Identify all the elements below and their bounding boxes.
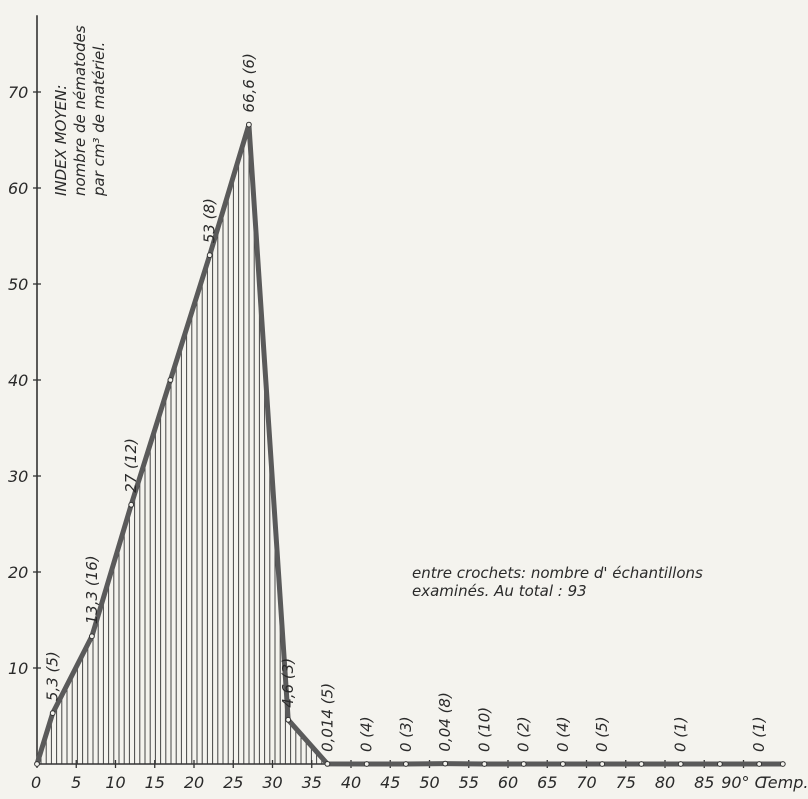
data-point — [167, 377, 174, 383]
y-tick-label: 10 — [8, 659, 28, 678]
data-label: 0 (4) — [358, 716, 376, 752]
y-axis-label-line: INDEX MOYEN: — [52, 85, 70, 196]
data-label: 0,04 (8) — [436, 692, 454, 751]
data-point — [756, 761, 763, 767]
x-tick-label: 80 — [655, 773, 675, 792]
data-label: 0 (1) — [750, 716, 768, 752]
chart-note: entre crochets: nombre d' échantillonsex… — [412, 564, 703, 600]
data-point — [481, 761, 488, 767]
data-label: 0 (10) — [475, 707, 493, 752]
data-point — [128, 501, 135, 508]
y-axis-label-line: par cm³ de matériel. — [90, 42, 108, 197]
x-tick-label: 15 — [145, 773, 165, 792]
x-tick-label: 90° C — [721, 773, 766, 792]
x-tick-label: 85 — [694, 773, 714, 792]
x-tick-label: 50 — [419, 773, 439, 792]
data-point — [520, 761, 527, 767]
data-point — [560, 761, 566, 767]
x-tick-label: 70 — [576, 773, 596, 792]
data-label: 53 (8) — [201, 198, 219, 243]
data-label: 0 (3) — [397, 716, 415, 752]
data-point — [363, 761, 370, 767]
data-label: 4,6 (3) — [279, 658, 297, 708]
x-tick-label: 60 — [498, 773, 518, 792]
data-label: 66,6 (6) — [240, 53, 258, 112]
data-point — [779, 761, 786, 767]
x-tick-label: 20 — [184, 773, 204, 792]
data-label: 27 (12) — [122, 438, 140, 493]
x-tick-label: 5 — [71, 773, 81, 792]
data-label: 0 (2) — [515, 716, 533, 752]
x-tick-label: 45 — [380, 773, 400, 792]
y-tick-label: 30 — [8, 467, 28, 486]
chart-note-line: examinés. Au total : 93 — [412, 582, 587, 600]
data-point — [442, 760, 449, 767]
x-axis-label: Temp. — [760, 773, 808, 792]
data-point — [599, 761, 606, 767]
data-labels: 5,3 (5) 13,3 (16) 27 (12) 53 (8) 66,6 (6) 4,6… — [44, 53, 769, 752]
y-tick-label: 20 — [8, 563, 28, 582]
data-label: 0 (1) — [672, 716, 690, 752]
x-tick-label: 25 — [223, 773, 243, 792]
data-label: 0,014 (5) — [318, 683, 336, 752]
data-point — [34, 761, 40, 767]
data-label: 0 (5) — [593, 716, 611, 752]
data-point — [89, 633, 95, 640]
x-tick-label: 35 — [302, 773, 322, 792]
y-tick-label: 50 — [8, 275, 28, 294]
data-point — [324, 761, 331, 767]
data-label: 5,3 (5) — [44, 651, 62, 701]
y-axis-ticks: 10 20 30 40 50 60 70 — [8, 83, 41, 678]
chart-note-line: entre crochets: nombre d' échantillons — [412, 564, 703, 582]
data-point — [246, 121, 252, 128]
data-point — [403, 761, 409, 767]
x-tick-label: 55 — [459, 773, 479, 792]
data-point — [717, 761, 723, 767]
y-axis-label-line: nombre de nématodes — [71, 25, 89, 196]
data-point — [285, 716, 292, 723]
y-tick-label: 70 — [8, 83, 28, 102]
data-label: 0 (4) — [554, 716, 572, 752]
x-tick-label: 40 — [341, 773, 361, 792]
data-points — [34, 121, 786, 767]
x-axis-ticks: 0 5 10 15 20 25 30 35 40 45 50 55 60 65 70 75 80 85 90° C — [31, 760, 767, 792]
x-tick-label: 30 — [262, 773, 282, 792]
series-line — [34, 122, 783, 767]
x-tick-label: 65 — [537, 773, 557, 792]
data-point — [638, 761, 645, 767]
x-tick-label: 10 — [105, 773, 125, 792]
x-tick-label: 0 — [31, 773, 41, 792]
x-tick-label: 75 — [616, 773, 636, 792]
y-tick-label: 60 — [8, 179, 28, 198]
y-axis-label: INDEX MOYEN: nombre de nématodes par cm³ d… — [52, 25, 108, 197]
data-point — [206, 252, 213, 259]
y-tick-label: 40 — [8, 371, 28, 390]
data-label: 13,3 (16) — [83, 555, 101, 624]
data-point — [677, 761, 684, 767]
data-point — [49, 710, 56, 716]
